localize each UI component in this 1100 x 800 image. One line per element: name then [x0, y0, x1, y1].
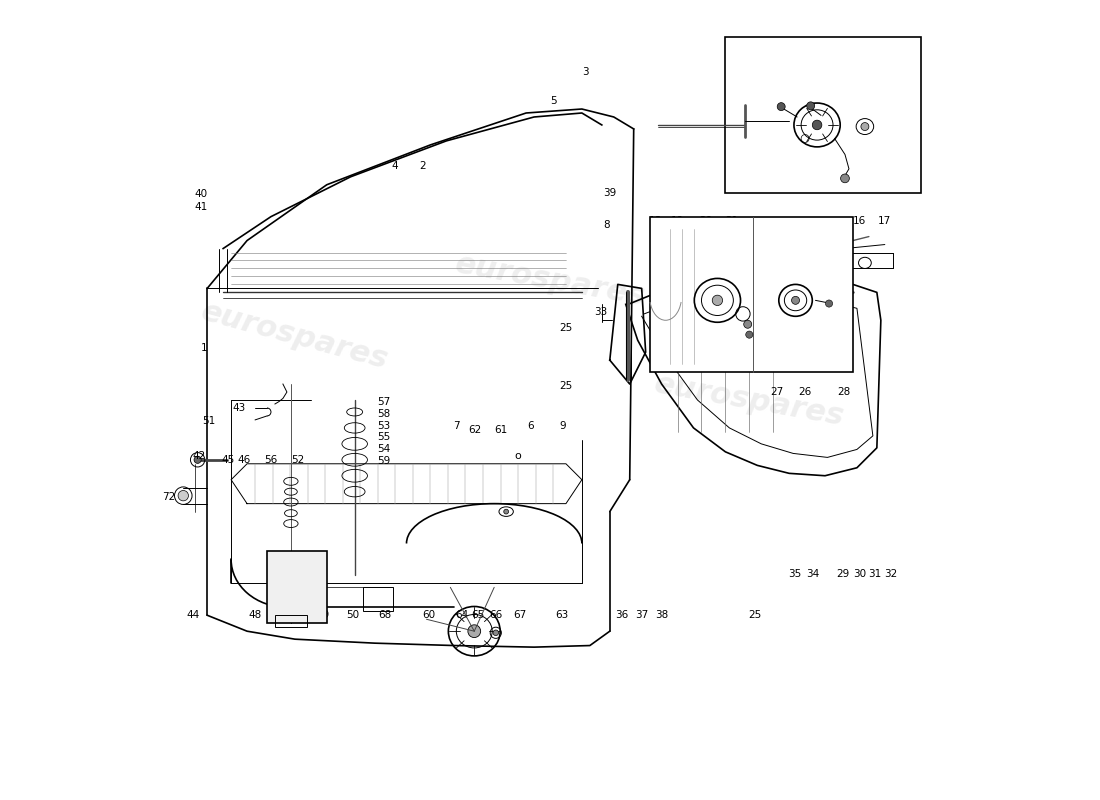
Text: 56: 56 [265, 454, 278, 465]
Text: 28: 28 [837, 387, 850, 397]
Text: 1: 1 [200, 343, 207, 353]
Bar [725, 38, 921, 193]
Text: 27: 27 [771, 387, 784, 397]
Text: 17: 17 [878, 216, 891, 226]
Text: 2: 2 [419, 162, 426, 171]
Text: 64: 64 [455, 610, 469, 620]
Text: 29: 29 [836, 569, 849, 578]
Text: 35: 35 [788, 569, 802, 578]
Text: 32: 32 [884, 569, 898, 578]
Text: 26: 26 [799, 387, 812, 397]
Text: 10: 10 [730, 134, 744, 143]
Text: 18: 18 [649, 216, 662, 226]
Ellipse shape [812, 120, 822, 130]
Text: 67: 67 [513, 610, 526, 620]
Text: 42: 42 [192, 451, 206, 461]
Text: o: o [515, 451, 521, 461]
Bar [363, 587, 393, 611]
Text: 15: 15 [792, 94, 805, 104]
Text: 66: 66 [490, 610, 503, 620]
Text: 54: 54 [377, 445, 390, 454]
Text: 34: 34 [806, 569, 820, 578]
Text: 38: 38 [654, 610, 668, 620]
Text: 20: 20 [698, 216, 712, 226]
Text: 9: 9 [560, 421, 566, 430]
Text: 39: 39 [604, 188, 617, 198]
Text: 21: 21 [725, 216, 738, 226]
Text: 53: 53 [377, 421, 390, 430]
Text: 58: 58 [377, 409, 390, 418]
Text: 11: 11 [838, 170, 851, 180]
Text: 19: 19 [671, 216, 684, 226]
Text: 60: 60 [422, 610, 436, 620]
Text: 47: 47 [278, 610, 292, 620]
Text: eurospares: eurospares [452, 250, 648, 311]
Ellipse shape [294, 584, 300, 590]
Text: 13: 13 [757, 134, 770, 143]
Text: 65: 65 [472, 610, 485, 620]
Text: 59: 59 [377, 456, 390, 466]
Text: 55: 55 [377, 433, 390, 442]
Text: 45: 45 [221, 454, 234, 465]
Text: 40: 40 [194, 190, 207, 199]
Ellipse shape [792, 296, 800, 304]
Text: 61: 61 [494, 426, 507, 435]
Text: 49: 49 [316, 610, 329, 620]
Text: 14: 14 [761, 98, 774, 109]
Ellipse shape [493, 630, 498, 635]
Ellipse shape [778, 102, 785, 110]
Text: 25: 25 [559, 323, 572, 334]
Text: 33: 33 [594, 307, 607, 318]
Text: 4: 4 [392, 162, 398, 171]
Text: 52: 52 [290, 454, 305, 465]
Bar [650, 218, 680, 241]
Ellipse shape [825, 300, 833, 307]
Text: 5: 5 [551, 96, 558, 106]
Text: 46: 46 [238, 454, 251, 465]
Text: 25: 25 [559, 381, 572, 390]
Text: 48: 48 [249, 610, 262, 620]
Ellipse shape [504, 510, 508, 514]
Text: 41: 41 [194, 202, 207, 212]
Text: 31: 31 [868, 569, 881, 578]
Text: 23: 23 [773, 243, 786, 254]
Text: 68: 68 [378, 610, 392, 620]
Ellipse shape [468, 625, 481, 638]
Ellipse shape [663, 227, 667, 231]
Ellipse shape [194, 456, 201, 463]
Text: 37: 37 [635, 610, 648, 620]
Ellipse shape [744, 320, 751, 328]
Ellipse shape [861, 122, 869, 130]
Text: eurospares: eurospares [652, 369, 847, 431]
Text: 16: 16 [852, 216, 866, 226]
Text: 8: 8 [604, 220, 611, 230]
Text: 25: 25 [748, 610, 761, 620]
Text: 24: 24 [774, 255, 788, 266]
Ellipse shape [746, 331, 752, 338]
Ellipse shape [806, 102, 815, 110]
Text: 22: 22 [769, 231, 782, 242]
Text: 63: 63 [556, 610, 569, 620]
Text: 44: 44 [186, 610, 199, 620]
Text: 7: 7 [453, 421, 460, 430]
Text: 30: 30 [852, 569, 866, 578]
Text: 43: 43 [232, 403, 245, 413]
Text: 3: 3 [583, 66, 590, 77]
Ellipse shape [712, 295, 723, 306]
Text: 6: 6 [528, 421, 535, 430]
Text: 62: 62 [468, 426, 481, 435]
Bar [275, 615, 307, 627]
Text: 12: 12 [845, 122, 858, 131]
Text: 72: 72 [162, 492, 175, 502]
Ellipse shape [840, 174, 849, 182]
Ellipse shape [178, 490, 188, 501]
Text: 51: 51 [202, 416, 216, 426]
Bar [267, 551, 327, 623]
Bar [650, 217, 853, 372]
Text: 50: 50 [345, 610, 359, 620]
Text: 36: 36 [615, 610, 628, 620]
Text: 57: 57 [377, 397, 390, 406]
Text: eurospares: eurospares [198, 298, 392, 375]
